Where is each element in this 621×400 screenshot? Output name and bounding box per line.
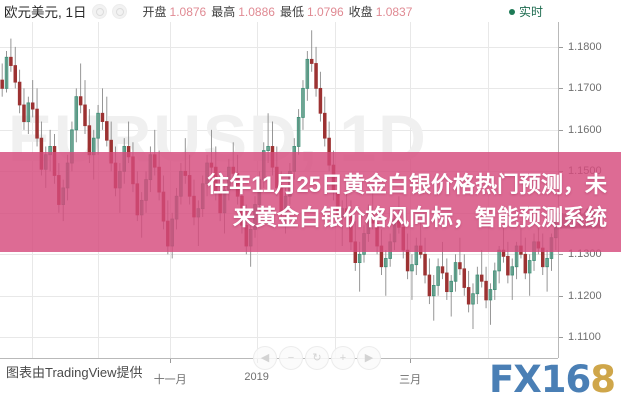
article-title-line-1: 往年11月25日黄金白银价格热门预测，未 xyxy=(207,172,607,198)
price-tick-0 xyxy=(559,46,563,48)
article-title-line-2: 来黄金白银价格风向标，智能预测系统 xyxy=(232,205,607,230)
gridline-h-2 xyxy=(0,129,558,131)
price-tick-7 xyxy=(559,337,563,339)
time-tick-2 xyxy=(410,359,412,363)
time-tick-label-1: 2019 xyxy=(244,371,269,383)
gridline-h-5 xyxy=(0,254,558,256)
fx168-gold-text: 8 xyxy=(590,358,616,400)
price-tick-label-7: 1.1100 xyxy=(568,331,601,344)
ohlc-value-1: 1.0886 xyxy=(238,4,275,19)
price-tick-label-1: 1.1700 xyxy=(568,82,602,95)
scroll-right-button[interactable]: ▶ xyxy=(357,346,381,370)
ohlc-label-1: 最高 xyxy=(211,4,236,19)
ohlc-value-2: 1.0796 xyxy=(306,4,344,19)
price-tick-6 xyxy=(559,295,563,297)
price-tick-1 xyxy=(559,88,563,90)
zoom-out-button[interactable]: − xyxy=(279,346,303,370)
symbol-title[interactable]: 欧元美元, 1日 xyxy=(4,5,87,20)
ohlc-value-3: 1.0837 xyxy=(375,4,413,19)
time-tick-label-0: 十一月 xyxy=(153,374,187,386)
price-tick-label-2: 1.1600 xyxy=(568,123,602,136)
ohlc-label-2: 最低 xyxy=(279,4,304,19)
time-tick-0 xyxy=(170,359,172,363)
gridline-h-1 xyxy=(0,88,558,90)
realtime-status-badge: 实时 xyxy=(508,3,543,20)
ohlc-readout: 开盘 1.0876 最高 1.0886 最低 1.0796 收盘 1.0837 xyxy=(143,3,418,20)
chart-nav-buttons: ◀ − ↻ + ▶ xyxy=(253,346,381,370)
tradingview-credit[interactable]: 图表由TradingView提供 xyxy=(6,365,143,380)
zoom-in-button[interactable]: + xyxy=(331,346,355,370)
price-tick-label-6: 1.1200 xyxy=(568,289,602,302)
ohlc-value-0: 1.0876 xyxy=(169,4,207,19)
fx168-watermark: FX168 xyxy=(488,358,616,400)
ohlc-label-3: 收盘 xyxy=(348,4,373,19)
time-tick-label-2: 三月 xyxy=(399,374,422,386)
price-tick-5 xyxy=(559,254,563,256)
status-dot-icon xyxy=(508,9,515,15)
gridline-h-0 xyxy=(0,46,558,48)
scroll-left-button[interactable]: ◀ xyxy=(253,346,277,370)
fx168-blue-text: FX16 xyxy=(488,358,591,400)
indicator-circle-icon[interactable] xyxy=(111,3,127,19)
ohlc-label-0: 开盘 xyxy=(142,4,167,19)
price-tick-2 xyxy=(559,129,563,131)
compare-circle-icon[interactable] xyxy=(91,3,107,19)
article-title-overlay-band xyxy=(0,152,621,252)
gridline-h-7 xyxy=(0,337,558,339)
reset-chart-button[interactable]: ↻ xyxy=(305,346,329,370)
price-tick-label-0: 1.1800 xyxy=(568,40,602,53)
realtime-label: 实时 xyxy=(518,5,543,19)
article-title-overlay-text: 往年11月25日黄金白银价格热门预测，未 来黄金白银价格风向标，智能预测系统 xyxy=(0,152,621,252)
gridline-h-6 xyxy=(0,295,558,297)
